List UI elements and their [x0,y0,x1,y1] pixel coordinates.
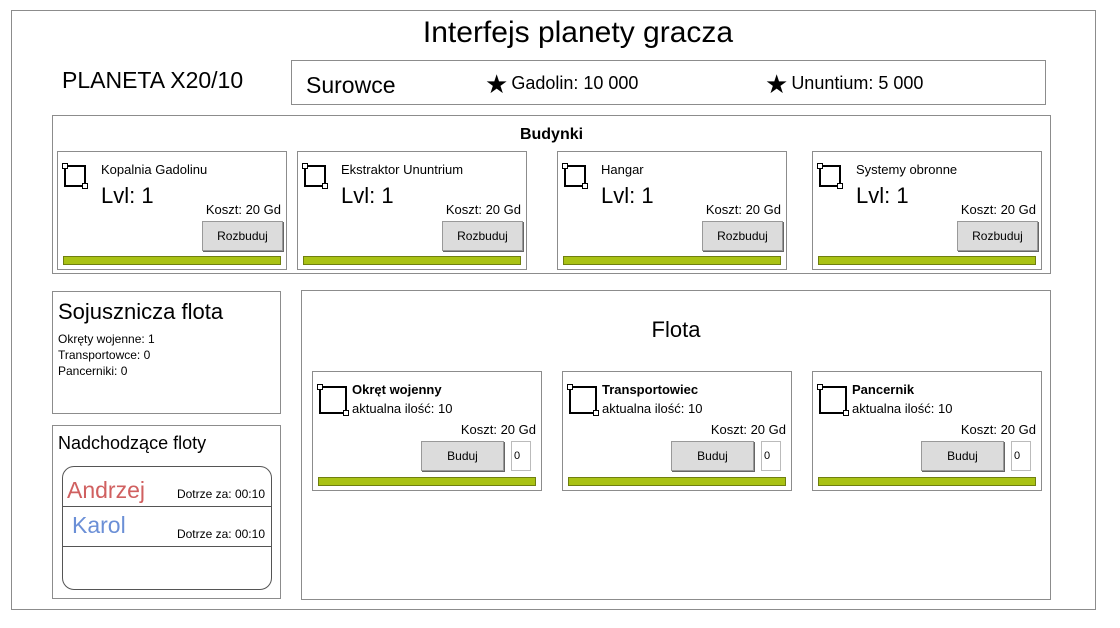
resource-ununtium-label: Ununtium: 5 000 [791,73,924,93]
progress-bar [303,256,521,265]
building-cost: Koszt: 20 Gd [960,202,1036,217]
upgrade-button[interactable]: Rozbuduj [442,221,523,251]
ship-card: Pancernik aktualna ilość: 10 Koszt: 20 G… [812,371,1042,491]
incoming-fleet-owner: Karol [72,512,126,538]
ship-card: Okręt wojenny aktualna ilość: 10 Koszt: … [312,371,542,491]
building-name: Ekstraktor Ununtrium [341,162,464,177]
building-icon [62,163,88,189]
building-cost: Koszt: 20 Gd [705,202,781,217]
building-level: Lvl: 1 [601,183,654,208]
incoming-fleet-eta: Dotrze za: 00:10 [176,487,265,501]
incoming-fleets-list: Andrzej Dotrze za: 00:10 Karol Dotrze za… [62,466,272,590]
buildings-title: Budynki [519,126,584,143]
list-item[interactable]: Andrzej Dotrze za: 00:10 [63,467,271,507]
building-name: Kopalnia Gadolinu [101,162,208,177]
resources-panel: Surowce ★ Gadolin: 10 000 ★ Ununtium: 5 … [291,60,1046,105]
progress-bar [818,256,1036,265]
list-item[interactable]: Karol Dotrze za: 00:10 [63,507,271,547]
upgrade-button[interactable]: Rozbuduj [957,221,1038,251]
building-card: Hangar Lvl: 1 Koszt: 20 Gd Rozbuduj [557,151,787,270]
build-button[interactable]: Buduj [671,441,754,471]
build-button[interactable]: Buduj [921,441,1004,471]
ship-icon [567,384,599,416]
upgrade-button[interactable]: Rozbuduj [702,221,783,251]
building-level: Lvl: 1 [856,183,909,208]
quantity-input[interactable] [511,441,531,471]
building-icon [817,163,843,189]
building-cost: Koszt: 20 Gd [205,202,281,217]
ship-cost: Koszt: 20 Gd [710,422,786,437]
star-icon: ★ [485,68,509,99]
incoming-fleets-title: Nadchodzące floty [58,433,207,453]
building-name: Hangar [601,162,644,177]
ship-card: Transportowiec aktualna ilość: 10 Koszt:… [562,371,792,491]
ship-name: Transportowiec [602,382,699,397]
ship-quantity: aktualna ilość: 10 [352,401,453,416]
progress-bar [568,477,786,486]
building-card: Kopalnia Gadolinu Lvl: 1 Koszt: 20 Gd Ro… [57,151,287,270]
building-level: Lvl: 1 [101,183,154,208]
allied-fleet-title: Sojusznicza flota [58,299,224,324]
progress-bar [818,477,1036,486]
fleet-title: Flota [651,317,701,342]
allied-fleet-panel: Sojusznicza flota Okręty wojenne: 1 Tran… [52,291,281,414]
fleet-panel: Flota Okręt wojenny aktualna ilość: 10 K… [301,290,1051,600]
allied-fleet-line: Transportowce: 0 [58,348,151,362]
ship-name: Pancernik [852,382,915,397]
building-card: Systemy obronne Lvl: 1 Koszt: 20 Gd Rozb… [812,151,1042,270]
incoming-fleets-panel: Nadchodzące floty Andrzej Dotrze za: 00:… [52,425,281,599]
incoming-fleet-owner: Andrzej [67,477,145,503]
building-icon [302,163,328,189]
ship-icon [317,384,349,416]
quantity-input[interactable] [1011,441,1031,471]
resources-title: Surowce [306,72,396,98]
resource-ununtium: ★ Ununtium: 5 000 [765,68,924,99]
ship-icon [817,384,849,416]
build-button[interactable]: Buduj [421,441,504,471]
ship-cost: Koszt: 20 Gd [960,422,1036,437]
resource-gadolin-label: Gadolin: 10 000 [511,73,639,93]
planet-name: PLANETA X20/10 [62,67,244,93]
progress-bar [318,477,536,486]
resource-gadolin: ★ Gadolin: 10 000 [485,68,639,99]
star-icon: ★ [765,68,789,99]
building-name: Systemy obronne [856,162,958,177]
ship-quantity: aktualna ilość: 10 [602,401,703,416]
ship-name: Okręt wojenny [352,382,442,397]
allied-fleet-line: Okręty wojenne: 1 [58,332,155,346]
ship-cost: Koszt: 20 Gd [460,422,536,437]
ship-quantity: aktualna ilość: 10 [852,401,953,416]
allied-fleet-line: Pancerniki: 0 [58,364,128,378]
building-level: Lvl: 1 [341,183,394,208]
progress-bar [63,256,281,265]
window-frame [11,10,1096,610]
building-card: Ekstraktor Ununtrium Lvl: 1 Koszt: 20 Gd… [297,151,527,270]
building-icon [562,163,588,189]
page-title: Interfejs planety gracza [422,16,734,49]
upgrade-button[interactable]: Rozbuduj [202,221,283,251]
incoming-fleet-eta: Dotrze za: 00:10 [176,527,265,541]
quantity-input[interactable] [761,441,781,471]
buildings-panel: Budynki Kopalnia Gadolinu Lvl: 1 Koszt: … [52,115,1051,274]
progress-bar [563,256,781,265]
building-cost: Koszt: 20 Gd [445,202,521,217]
